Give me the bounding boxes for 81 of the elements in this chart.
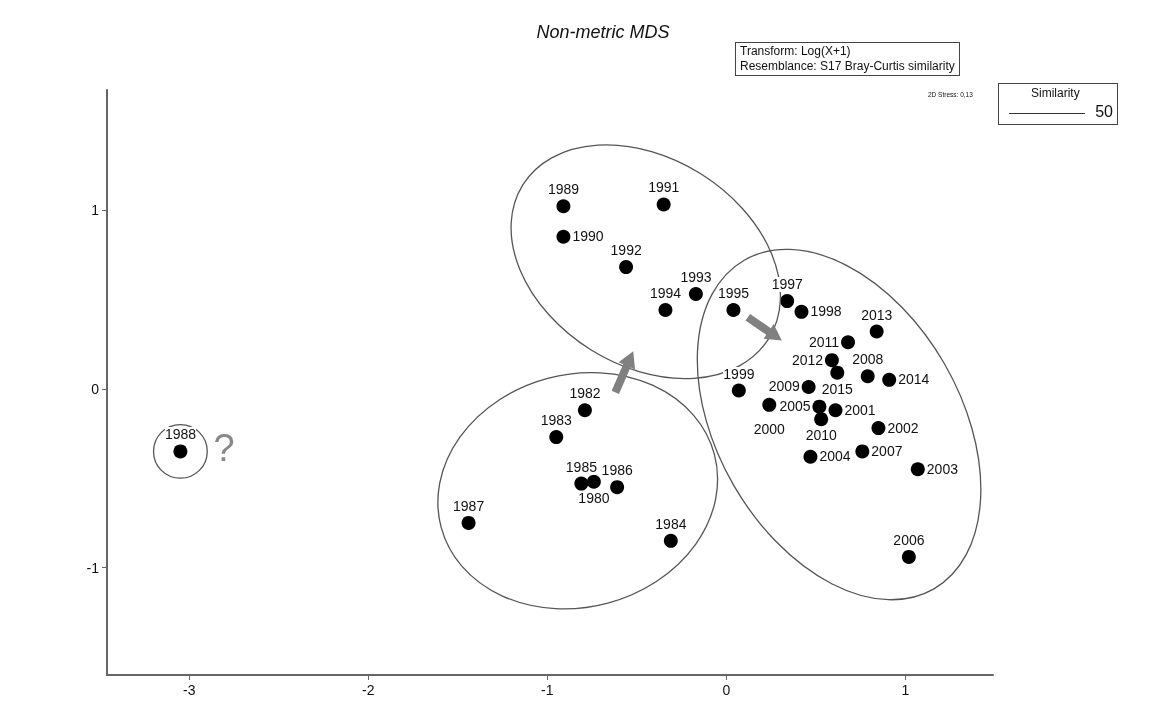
point bbox=[803, 449, 818, 464]
text: Resemblance: S17 Bray-Curtis similarity bbox=[740, 59, 955, 74]
annotation: 2015 bbox=[821, 380, 853, 397]
point bbox=[801, 379, 816, 394]
y-tick-label: -1 bbox=[86, 559, 100, 576]
annotation: 2012 bbox=[791, 351, 824, 368]
annotation: 1993 bbox=[680, 268, 712, 285]
point bbox=[860, 369, 875, 384]
text: Transform: Log(X+1) bbox=[740, 44, 852, 59]
point bbox=[830, 365, 845, 380]
annotation: 2003 bbox=[926, 460, 958, 477]
point bbox=[610, 480, 625, 495]
point bbox=[556, 199, 571, 214]
text: 50 bbox=[1095, 103, 1113, 121]
annotation: 2002 bbox=[887, 419, 919, 436]
annotation: 1986 bbox=[601, 462, 633, 479]
annotation: 1980 bbox=[578, 489, 610, 506]
annotation: 2014 bbox=[898, 371, 930, 388]
point bbox=[731, 383, 746, 398]
point bbox=[461, 515, 476, 530]
annotation: 1994 bbox=[649, 285, 682, 302]
annotation: 1982 bbox=[569, 385, 601, 402]
point bbox=[619, 260, 634, 275]
point bbox=[688, 286, 703, 301]
annotation: 2009 bbox=[768, 378, 800, 395]
point bbox=[869, 324, 884, 339]
point bbox=[656, 197, 671, 212]
point bbox=[910, 462, 925, 477]
annotation: 2005 bbox=[779, 398, 811, 415]
point bbox=[901, 549, 916, 564]
chart-title: Non-metric MDS bbox=[536, 22, 670, 42]
point bbox=[549, 430, 564, 445]
point bbox=[841, 335, 856, 350]
point bbox=[780, 294, 795, 309]
point bbox=[882, 372, 897, 387]
text: Similarity bbox=[1031, 86, 1080, 100]
annotation: 2007 bbox=[871, 442, 903, 459]
annotation: 1997 bbox=[771, 276, 803, 293]
point bbox=[726, 303, 741, 318]
annotation: 1990 bbox=[572, 228, 604, 245]
annotation: 2010 bbox=[805, 427, 837, 444]
x-tick-label: -3 bbox=[183, 682, 196, 698]
x-tick-label: 0 bbox=[722, 682, 731, 698]
annotation: 1984 bbox=[655, 515, 687, 532]
annotation: 2011 bbox=[809, 333, 840, 350]
annotation: ? bbox=[213, 427, 235, 471]
annotation: 1983 bbox=[540, 412, 572, 429]
point bbox=[663, 533, 678, 548]
annotation: 1985 bbox=[565, 458, 597, 475]
annotation: 1995 bbox=[717, 285, 750, 302]
point bbox=[574, 476, 589, 491]
annotation: 1991 bbox=[648, 179, 680, 196]
point bbox=[871, 421, 886, 436]
x-tick-label: 1 bbox=[901, 682, 910, 698]
annotation: 1998 bbox=[810, 303, 842, 320]
annotation: 1988 bbox=[164, 426, 197, 443]
annotation: 2000 bbox=[753, 420, 785, 437]
annotation: 1989 bbox=[547, 181, 580, 198]
point bbox=[762, 397, 777, 412]
point bbox=[577, 403, 592, 418]
annotation: 2013 bbox=[861, 306, 893, 323]
annotation: 1999 bbox=[723, 365, 755, 382]
annotation: 2006 bbox=[893, 531, 925, 548]
annotation: 2008 bbox=[852, 351, 884, 368]
point bbox=[658, 303, 673, 318]
point bbox=[814, 412, 829, 427]
point bbox=[812, 399, 827, 414]
point bbox=[586, 474, 601, 489]
x-tick-label: -1 bbox=[541, 682, 554, 698]
annotation: 2004 bbox=[819, 448, 851, 465]
y-tick-label: 0 bbox=[91, 380, 100, 397]
point bbox=[824, 353, 839, 368]
point bbox=[794, 304, 809, 319]
annotation: 2001 bbox=[844, 401, 876, 418]
y-tick-label: 1 bbox=[91, 201, 100, 218]
point bbox=[556, 229, 571, 244]
x-tick-label: -2 bbox=[362, 682, 375, 698]
point bbox=[855, 444, 870, 459]
annotation: 1987 bbox=[453, 497, 485, 514]
annotation: 1992 bbox=[610, 242, 642, 259]
point bbox=[828, 403, 843, 418]
